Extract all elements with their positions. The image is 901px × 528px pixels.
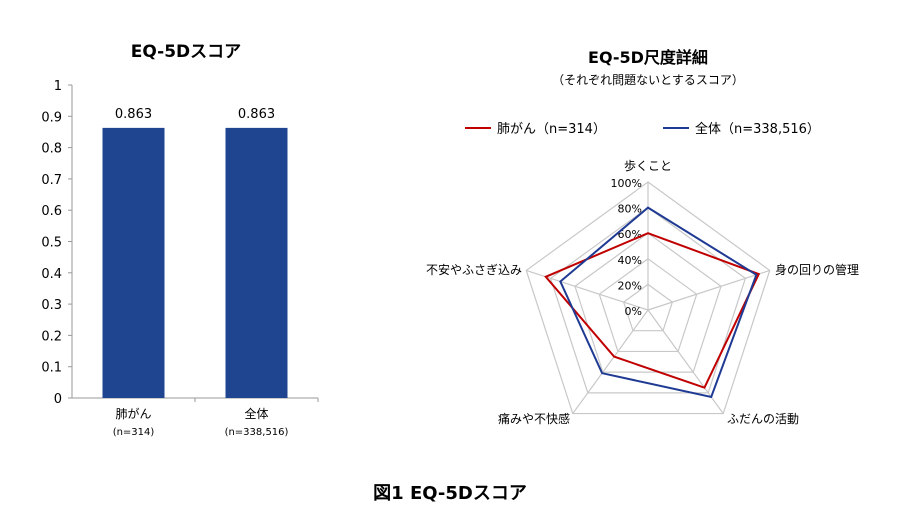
radar-series-line [559, 206, 758, 399]
radar-axis-label: 痛みや不快感 [498, 411, 570, 426]
radial-tick-label: 100% [611, 177, 642, 190]
y-tick-label: 0.2 [41, 329, 62, 344]
radar-spoke [647, 309, 724, 414]
legend-label: 肺がん（n=314） [497, 122, 606, 137]
y-tick-label: 0.3 [41, 298, 62, 313]
radial-tick-label: 0% [625, 305, 642, 318]
radar-gridline [525, 181, 771, 415]
radar-axis-label: 身の回りの管理 [775, 262, 859, 277]
radar-gridline [574, 232, 722, 373]
x-category-label: 全体 [244, 406, 268, 421]
bar-value-label: 0.863 [115, 107, 152, 122]
y-tick-label: 0.4 [41, 267, 62, 282]
radar-spoke [572, 309, 649, 414]
radar-gridline [598, 258, 698, 353]
radar-chart-subtitle: （それぞれ問題ないとするスコア） [552, 73, 744, 87]
bar-value-label: 0.863 [238, 107, 275, 122]
y-tick-label: 0.5 [41, 236, 62, 251]
y-tick-label: 0.7 [41, 173, 62, 188]
radar-chart-title: EQ-5D尺度詳細 [588, 48, 708, 67]
y-tick-label: 0 [54, 392, 62, 407]
radar-axis-label: 歩くこと [624, 158, 672, 173]
radar-axis-label: 不安やふさぎ込み [426, 262, 522, 277]
radial-tick-label: 40% [618, 254, 642, 267]
x-category-label: 肺がん [115, 406, 151, 421]
y-tick-label: 0.6 [41, 204, 62, 219]
radar-gridline [549, 206, 747, 394]
bar [225, 127, 288, 399]
figure-caption: 図1 EQ-5Dスコア [373, 483, 527, 504]
x-category-sublabel: (n=338,516) [225, 427, 289, 438]
radar-gridline [622, 283, 674, 332]
bar [102, 127, 165, 399]
legend-label: 全体（n=338,516） [695, 121, 820, 137]
x-category-sublabel: (n=314) [113, 427, 155, 438]
y-tick-label: 0.1 [41, 361, 62, 376]
y-tick-label: 1 [54, 79, 62, 94]
bar-chart-title: EQ-5Dスコア [131, 42, 241, 62]
radar-spoke [647, 269, 770, 311]
radar-series-line [544, 232, 761, 389]
y-tick-label: 0.8 [41, 142, 62, 157]
radar-axis-label: ふだんの活動 [727, 412, 799, 426]
radial-tick-label: 80% [618, 203, 642, 216]
y-tick-label: 0.9 [41, 110, 62, 125]
radial-tick-label: 20% [618, 279, 642, 292]
